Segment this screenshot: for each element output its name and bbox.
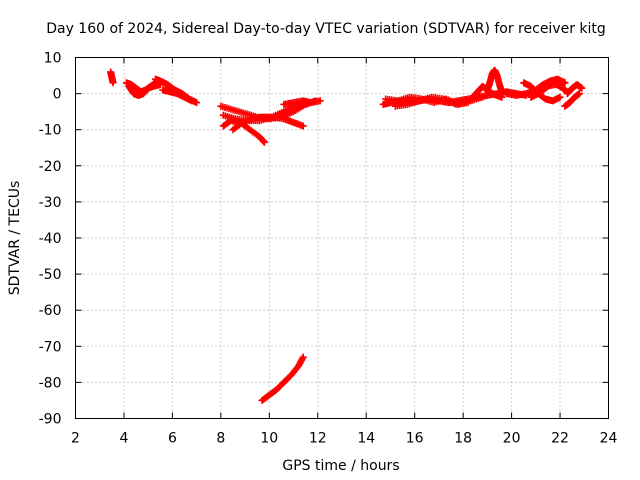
y-tick-label: -30 (39, 195, 62, 211)
series-arc-5 (159, 86, 196, 105)
series-arc-3 (125, 81, 164, 99)
data-point (260, 138, 268, 146)
x-tick-label: 14 (357, 431, 375, 447)
axis-ticks (75, 57, 609, 419)
x-tick-label: 8 (216, 431, 225, 447)
series-arc-8 (219, 117, 268, 146)
series-arc-21 (563, 81, 586, 98)
x-tick-label: 20 (503, 431, 521, 447)
chart-title: Day 160 of 2024, Sidereal Day-to-day VTE… (46, 21, 606, 37)
series-arc-11 (258, 353, 307, 404)
data-points (107, 66, 586, 404)
data-point (193, 99, 201, 107)
series-arc-14 (391, 93, 472, 110)
y-axis-title: SDTVAR / TECUs (7, 181, 23, 296)
data-point (578, 84, 586, 92)
y-tick-label: -50 (39, 267, 62, 283)
data-point (188, 97, 196, 105)
x-tick-label: 2 (71, 431, 80, 447)
x-tick-label: 6 (168, 431, 177, 447)
data-point (298, 355, 306, 363)
x-tick-labels: 2 4 6 8 10 12 14 16 18 20 22 24 (71, 431, 617, 447)
y-tick-label: -70 (39, 339, 62, 355)
x-tick-label: 10 (260, 431, 278, 447)
series-arc-10 (280, 97, 324, 108)
data-point (479, 93, 487, 101)
y-tick-labels: 10 0 -10 -20 -30 -40 -50 -60 -70 -80 -90 (39, 51, 62, 428)
plot-frame (75, 57, 609, 419)
data-point (299, 353, 307, 361)
x-tick-label: 22 (551, 431, 569, 447)
x-tick-label: 24 (600, 431, 618, 447)
x-tick-label: 18 (454, 431, 472, 447)
x-axis-title: GPS time / hours (282, 458, 399, 474)
data-point (561, 79, 569, 87)
data-point (464, 99, 472, 107)
x-tick-label: 16 (406, 431, 424, 447)
y-tick-label: -20 (39, 159, 62, 175)
series-arc-9 (229, 113, 307, 134)
y-tick-label: 0 (53, 87, 62, 103)
series-arc-1 (107, 68, 117, 87)
data-point (498, 88, 506, 96)
y-tick-label: -10 (39, 123, 62, 139)
y-tick-label: -90 (39, 412, 62, 428)
data-point (556, 93, 564, 101)
y-tick-label: -40 (39, 231, 62, 247)
x-tick-label: 12 (309, 431, 327, 447)
y-tick-label: 10 (44, 51, 62, 67)
y-tick-label: -80 (39, 375, 62, 391)
data-point (260, 137, 268, 145)
data-point (316, 97, 324, 105)
grid (75, 57, 609, 419)
series-arc-16 (483, 66, 506, 96)
series-arc-20 (532, 75, 569, 94)
x-tick-label: 4 (119, 431, 128, 447)
data-point (109, 79, 117, 87)
series-arc-22 (561, 90, 583, 110)
data-point (299, 122, 307, 130)
y-tick-label: -60 (39, 303, 62, 319)
data-point (575, 90, 583, 98)
